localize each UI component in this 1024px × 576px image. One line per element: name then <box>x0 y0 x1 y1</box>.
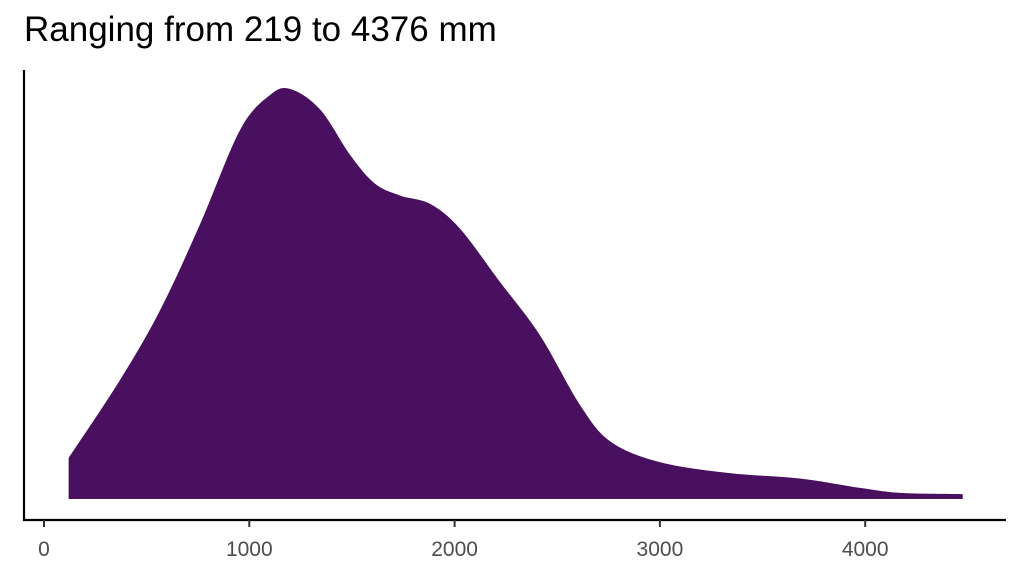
x-tick-label: 0 <box>38 538 50 561</box>
x-axis-ticks: 0 1000 2000 3000 4000 <box>38 520 889 561</box>
x-tick-label: 2000 <box>431 538 478 561</box>
x-tick-label: 4000 <box>842 538 889 561</box>
x-tick-label: 1000 <box>226 538 273 561</box>
x-tick-label: 3000 <box>637 538 684 561</box>
density-area <box>68 87 963 499</box>
chart-title: Ranging from 219 to 4376 mm <box>24 10 497 49</box>
